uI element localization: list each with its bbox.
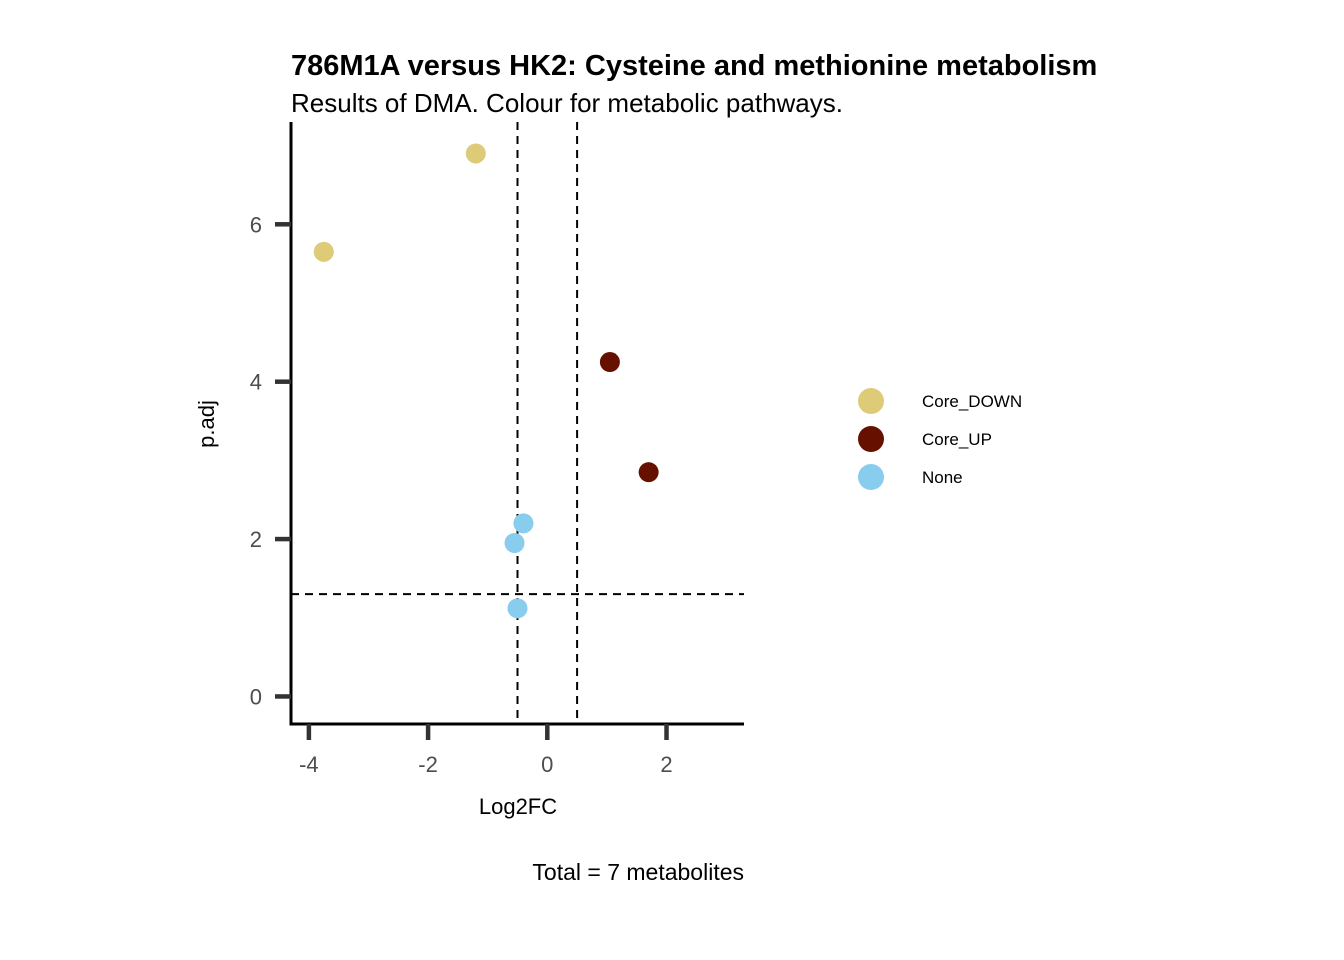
y-tick-label: 4 — [250, 370, 262, 395]
legend-key-core-down — [858, 388, 884, 414]
legend-label: Core_DOWN — [922, 392, 1022, 411]
x-tick-label: -2 — [418, 752, 438, 777]
data-point-none — [507, 598, 528, 619]
axes: -4 -2 0 2 0 2 4 6 — [250, 122, 744, 777]
legend: Core_DOWN Core_UP None — [858, 388, 1022, 490]
data-point-core-down — [313, 241, 334, 262]
legend-key-core-up — [858, 426, 884, 452]
chart-title: 786M1A versus HK2: Cysteine and methioni… — [291, 50, 1097, 82]
chart-caption: Total = 7 metabolites — [532, 859, 744, 885]
x-tick-label: 2 — [660, 752, 672, 777]
data-point-core-up — [599, 352, 620, 373]
y-tick-label: 6 — [250, 212, 262, 237]
data-point-none — [513, 513, 534, 534]
chart-subtitle: Results of DMA. Colour for metabolic pat… — [291, 88, 843, 118]
data-point-none — [504, 533, 525, 554]
y-axis-title: p.adj — [194, 400, 219, 448]
legend-label: None — [922, 468, 963, 487]
y-tick-label: 0 — [250, 684, 262, 709]
x-tick-label: -4 — [299, 752, 319, 777]
legend-key-none — [858, 464, 884, 490]
y-tick-label: 2 — [250, 527, 262, 552]
data-point-core-up — [638, 462, 659, 483]
x-axis-title: Log2FC — [479, 794, 557, 819]
data-point-core-down — [465, 143, 486, 164]
legend-label: Core_UP — [922, 430, 992, 449]
x-tick-label: 0 — [541, 752, 553, 777]
data-points — [313, 143, 659, 619]
threshold-lines — [291, 122, 744, 724]
